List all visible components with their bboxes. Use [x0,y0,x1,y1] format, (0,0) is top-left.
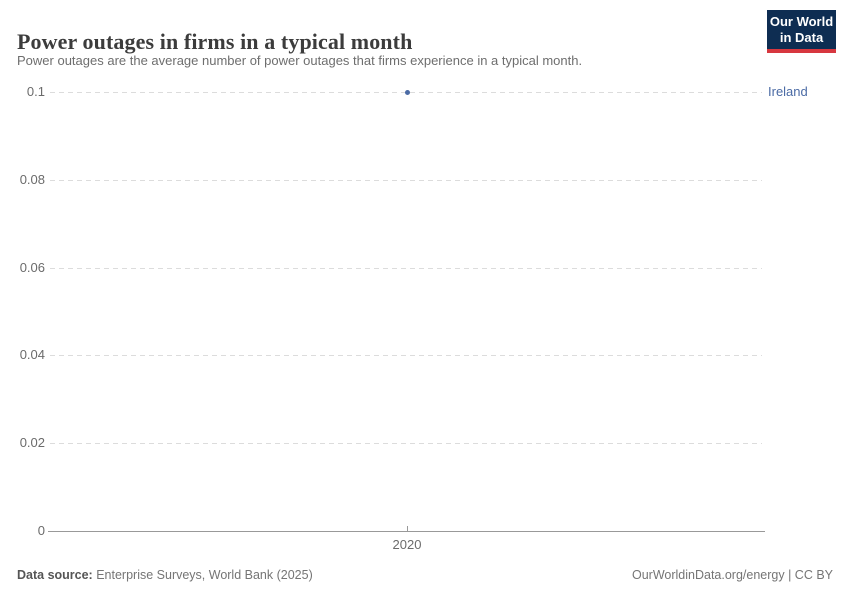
data-source-note: Data source: Enterprise Surveys, World B… [17,568,313,582]
chart-subtitle: Power outages are the average number of … [17,53,583,68]
y-axis-tick-label: 0.08 [19,172,45,187]
y-axis-tick-label: 0.1 [26,84,45,99]
owid-logo-line1: Our World [769,13,834,29]
x-axis-line [48,531,765,532]
data-source-label: Data source: [17,568,93,582]
data-point-ireland-2020[interactable] [405,90,410,95]
x-axis-tick-mark [407,526,408,531]
y-axis-tick-label: 0.02 [19,435,45,450]
y-axis-tick-label: 0 [37,523,45,538]
y-axis-tick-label: 0.06 [19,260,45,275]
owid-logo[interactable]: Our World in Data [767,10,836,53]
owid-logo-line2: in Data [779,29,824,45]
gridline [50,443,762,444]
page-title: Power outages in firms in a typical mont… [17,28,413,54]
credit-link[interactable]: OurWorldinData.org/energy | CC BY [631,568,833,582]
gridline [50,268,762,269]
y-axis-tick-label: 0.04 [19,347,45,362]
gridline [50,180,762,181]
series-label-ireland[interactable]: Ireland [768,84,808,99]
gridline [50,355,762,356]
x-axis-tick-label: 2020 [392,537,422,552]
data-source-text: Enterprise Surveys, World Bank (2025) [92,568,313,582]
